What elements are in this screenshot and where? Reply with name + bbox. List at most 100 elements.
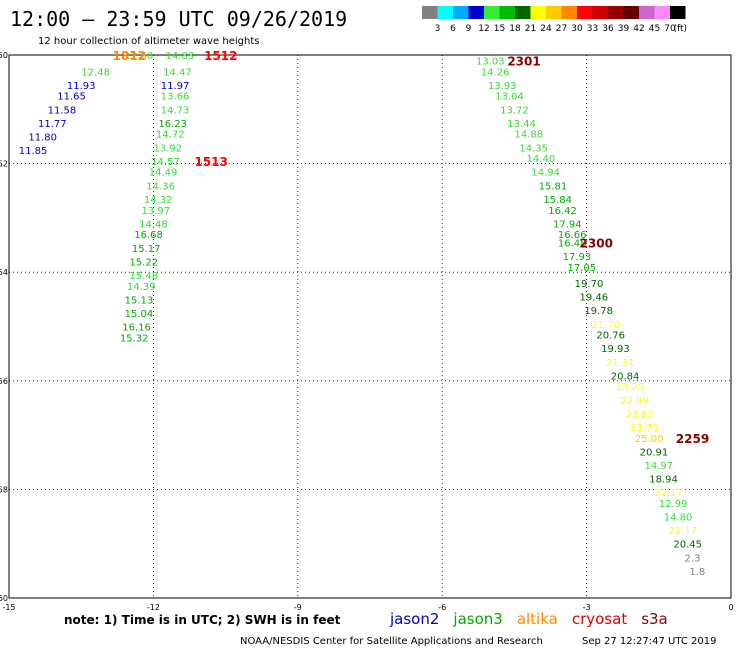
legend-label: 6 xyxy=(450,24,456,34)
legend-label: 15 xyxy=(494,24,505,34)
data-point-jason2: 16.68 xyxy=(134,230,163,241)
data-point-jason2: 14.72 xyxy=(156,130,185,141)
data-point-jason2: 11.93 xyxy=(67,81,96,92)
color-scale-legend: 3 6 9 12 15 18 21 24 27 30 33 36 39 42 45 70(ft) xyxy=(422,6,687,34)
data-point-jason3: 13.44 xyxy=(507,119,536,130)
data-point-jason3: 14.88 xyxy=(515,130,544,141)
data-point-jason3: 18.94 xyxy=(649,475,678,486)
data-point-jason3: 14.26 xyxy=(481,67,510,78)
legend-swatch xyxy=(453,6,469,19)
data-point-jason3: 19.93 xyxy=(601,344,630,355)
data-point-jason3: 21.70 xyxy=(592,320,621,331)
data-point-jason2: 14.57 xyxy=(151,157,180,168)
data-point-jason2: 11.80 xyxy=(28,132,57,143)
data-point-jason2: 12.60 xyxy=(125,51,154,62)
data-point-jason2: 16.16 xyxy=(122,323,151,334)
data-point-jason2: 11.58 xyxy=(48,105,77,116)
time-label: 2301 xyxy=(507,54,540,68)
data-point-jason3: 15.84 xyxy=(543,195,572,206)
legend-swatch xyxy=(422,6,438,19)
x-tick-label: -9 xyxy=(294,603,302,612)
data-point-jason3: 20.91 xyxy=(640,447,669,458)
chart-subtitle: 12 hour collection of altimeter wave hei… xyxy=(38,36,259,47)
legend-swatch xyxy=(499,6,515,19)
data-point-jason3: 20.76 xyxy=(596,331,625,342)
data-point-jason2: 16.23 xyxy=(158,119,187,130)
legend-label: 33 xyxy=(587,24,598,34)
legend-swatch xyxy=(437,6,453,19)
data-point-jason2: 14.49 xyxy=(149,168,178,179)
data-point-jason2: 11.97 xyxy=(161,81,190,92)
data-point-jason3: 15.81 xyxy=(539,181,568,192)
data-point-jason3: 21.17 xyxy=(669,526,698,537)
time-label: 1812 xyxy=(113,49,146,63)
legend-label: 12 xyxy=(478,24,489,34)
data-point-jason2: 11.85 xyxy=(19,146,48,157)
data-point-jason2: 14.48 xyxy=(139,219,168,230)
data-point-jason2: 15.17 xyxy=(132,244,161,255)
grid-lines xyxy=(9,55,731,598)
legend-swatch xyxy=(484,6,500,19)
legend-label: 9 xyxy=(466,24,472,34)
legend-label: 70 xyxy=(664,24,676,34)
legend-label: 24 xyxy=(540,24,552,34)
legend-swatch xyxy=(515,6,531,19)
legend-unit: (ft) xyxy=(674,24,688,34)
legend-label: 39 xyxy=(618,24,630,34)
data-point-jason3: 16.66 xyxy=(558,230,587,241)
plot-frame xyxy=(8,54,732,599)
time-label: 1513 xyxy=(194,155,227,169)
legend-label: 30 xyxy=(571,24,583,34)
data-point-jason3: 20.45 xyxy=(673,540,702,551)
x-tick-label: -6 xyxy=(438,603,446,612)
legend-label: 3 xyxy=(435,24,441,34)
x-tick-label: -3 xyxy=(583,603,591,612)
footer-timestamp: Sep 27 12:27:47 UTC 2019 xyxy=(582,636,716,647)
data-point-jason3: 19.70 xyxy=(575,279,604,290)
data-point-jason3: 19.46 xyxy=(579,293,608,304)
data-point-jason3: 20.84 xyxy=(611,371,640,382)
satellite-cryosat: cryosat xyxy=(572,610,627,628)
data-point-jason2: 15.13 xyxy=(125,295,154,306)
data-point-jason3: 22.17 xyxy=(654,488,683,499)
satellite-s3a: s3a xyxy=(641,610,668,628)
data-point-jason3: 19.78 xyxy=(584,306,613,317)
data-point-jason3: 14.94 xyxy=(531,168,560,179)
legend-swatch xyxy=(639,6,655,19)
satellite-altika: altika xyxy=(517,610,558,628)
data-point-jason2: 14.83 xyxy=(166,51,195,62)
data-point-jason2: 11.65 xyxy=(57,92,86,103)
data-point-jason3: 16.42 xyxy=(548,206,577,217)
time-labels: 1812 1512 1513 2301 2300 2259 xyxy=(113,49,710,446)
data-point-jason2: 13.92 xyxy=(154,143,183,154)
data-point-jason3: 2.3 xyxy=(685,553,701,564)
data-point-jason3: 17.05 xyxy=(567,263,596,274)
legend-swatch xyxy=(608,6,624,19)
legend-swatch xyxy=(468,6,484,19)
legend-swatch xyxy=(592,6,608,19)
data-point-jason3: 13.03 xyxy=(476,56,505,67)
legend-label: 36 xyxy=(602,24,614,34)
legend-swatch xyxy=(530,6,546,19)
data-point-jason2: 11.77 xyxy=(38,119,67,130)
y-tick-label: -56 xyxy=(0,377,8,386)
x-tick-label: 0 xyxy=(728,603,733,612)
data-point-jason2: 15.22 xyxy=(129,257,158,268)
chart-title: 12:00 — 23:59 UTC 09/26/2019 xyxy=(10,7,347,31)
y-tick-label: -58 xyxy=(0,485,8,494)
data-point-jason3: 1.8 xyxy=(689,567,705,578)
satellite-legend: jason2 jason3 altika cryosat s3a xyxy=(389,610,668,628)
data-point-jason2: 13.66 xyxy=(161,92,190,103)
legend-swatch xyxy=(546,6,562,19)
satellite-jason3: jason3 xyxy=(452,610,502,628)
data-point-jason3: 23.73 xyxy=(630,423,659,434)
data-point-jason3: 23.25 xyxy=(616,382,645,393)
data-point-jason3: 14.40 xyxy=(527,154,556,165)
data-point-jason2: 15.48 xyxy=(129,271,158,282)
y-tick-label: -54 xyxy=(0,268,8,277)
data-point-jason3: 17.93 xyxy=(563,252,592,263)
data-point-jason3: 14.35 xyxy=(519,143,548,154)
data-point-jason3: 13.04 xyxy=(495,92,524,103)
data-point-jason3: 16.48 xyxy=(558,238,587,249)
